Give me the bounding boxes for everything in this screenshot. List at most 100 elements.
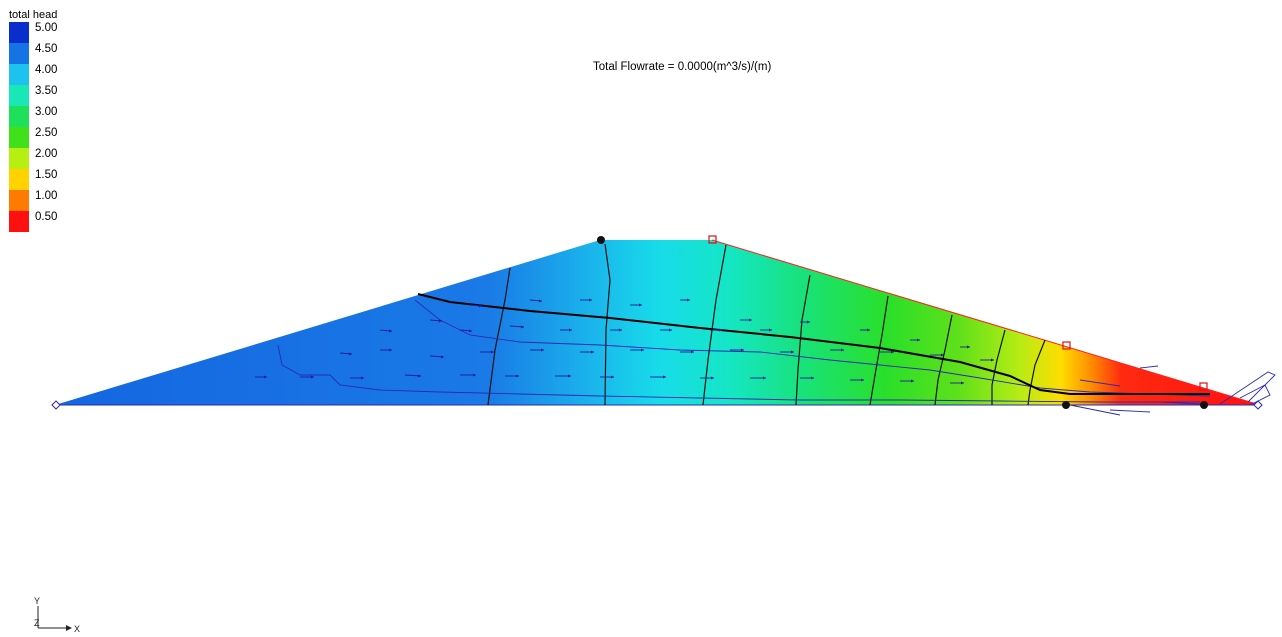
flow-line	[414, 299, 1211, 397]
velocity-vector-head	[861, 378, 864, 382]
equipotential-line	[795, 274, 811, 406]
equipotential-line	[934, 314, 953, 406]
velocity-vector-head	[769, 328, 772, 332]
velocity-vector-head	[961, 381, 964, 385]
node-marker	[597, 236, 605, 244]
legend-swatch	[9, 127, 29, 148]
legend-item: 2.50	[9, 127, 57, 148]
boundary-marker	[708, 235, 717, 244]
exit-arrow	[1159, 401, 1201, 405]
legend-swatch	[9, 190, 29, 211]
legend-title: total head	[9, 9, 58, 21]
velocity-vector-head	[389, 329, 392, 333]
velocity-vector-head	[589, 298, 592, 302]
velocity-vector-head	[639, 303, 642, 307]
velocity-vector-head	[967, 345, 970, 349]
exit-arrow	[1064, 403, 1121, 416]
flow-lines	[277, 299, 1211, 403]
equipotential-line	[869, 295, 889, 406]
legend-item: 2.00	[9, 148, 57, 169]
y-axis-label: Y	[34, 596, 40, 606]
legend-label: 4.00	[35, 64, 58, 76]
boundary-markers	[708, 235, 1208, 391]
velocity-vector-head	[541, 348, 544, 352]
z-axis-label: Z	[34, 618, 40, 628]
velocity-vector-head	[569, 328, 572, 332]
legend-label: 5.00	[35, 22, 58, 34]
velocity-vector-head	[749, 318, 752, 322]
velocity-vector-head	[619, 328, 622, 332]
velocity-vector-head	[439, 319, 442, 323]
velocity-vector-head	[591, 350, 594, 354]
legend-swatch	[9, 22, 29, 43]
legend-label: 2.50	[35, 127, 58, 139]
velocity-vector-head	[669, 328, 672, 332]
node-markers	[597, 236, 1208, 409]
legend-swatch	[9, 106, 29, 127]
velocity-vector-head	[568, 374, 571, 378]
legend-rows: 5.00 4.50 4.00 3.50 3.00 2.50 2.00 1.50 1.00 0.50	[9, 22, 57, 232]
legend-item: 5.00	[9, 22, 57, 43]
legend-item: 4.50	[9, 43, 57, 64]
velocity-vector-head	[791, 350, 794, 354]
legend-label: 4.50	[35, 43, 58, 55]
equipotential-line	[487, 267, 511, 406]
exit-arrow	[1079, 379, 1121, 387]
legend-swatch	[9, 85, 29, 106]
axes-triad: Y Z X	[34, 596, 80, 634]
legend-item: 3.00	[9, 106, 57, 127]
velocity-vector-head	[917, 338, 920, 342]
legend-item: 3.50	[9, 85, 57, 106]
velocity-vector-head	[418, 374, 421, 378]
flowrate-annotation: Total Flowrate = 0.0000(m^3/s)/(m)	[593, 61, 772, 73]
velocity-vector-head	[539, 299, 542, 303]
legend-swatch	[9, 169, 29, 190]
legend-label: 1.50	[35, 169, 58, 181]
exit-flow-arrows	[1064, 365, 1276, 416]
legend-swatch	[9, 43, 29, 64]
downstream-face	[711, 239, 1261, 406]
velocity-vector-head	[711, 376, 714, 380]
color-legend: total head 5.00 4.50 4.00 3.50 3.00 2.50 2.00 1…	[9, 9, 57, 232]
velocity-vector-head	[867, 328, 870, 332]
exit-arrow	[1139, 365, 1159, 369]
legend-item: 1.50	[9, 169, 57, 190]
velocity-vector-head	[807, 320, 810, 324]
velocity-vector-head	[811, 376, 814, 380]
equipotential-line	[604, 243, 611, 406]
boundary-marker	[1062, 341, 1071, 350]
velocity-vector-head	[441, 355, 444, 359]
exit-arrow	[1219, 371, 1276, 405]
velocity-vector-head	[841, 348, 844, 352]
velocity-vector-head	[941, 353, 944, 357]
node-marker	[1200, 401, 1208, 409]
velocity-vector-head	[911, 379, 914, 383]
diamond-markers	[51, 400, 1263, 410]
node-marker	[1062, 401, 1070, 409]
legend-label: 2.00	[35, 148, 58, 160]
velocity-vector-head	[687, 298, 690, 302]
flow-line	[277, 344, 1200, 403]
legend-item: 0.50	[9, 211, 57, 232]
phreatic-line	[417, 293, 1210, 395]
velocity-vector-head	[991, 358, 994, 362]
legend-item: 4.00	[9, 64, 57, 85]
diamond-marker	[51, 400, 61, 410]
velocity-vector-head	[311, 375, 314, 379]
exit-arrow	[1109, 409, 1151, 413]
velocity-vector-head	[641, 348, 644, 352]
legend-item: 1.00	[9, 190, 57, 211]
velocity-vector-head	[264, 375, 267, 379]
velocity-vector-head	[891, 350, 894, 354]
equipotential-line	[1027, 339, 1046, 406]
velocity-vector-head	[473, 373, 476, 377]
x-axis-label: X	[74, 624, 80, 634]
legend-label: 0.50	[35, 211, 58, 223]
velocity-vector-head	[389, 348, 392, 352]
velocity-vector-head	[611, 375, 614, 379]
velocity-vector-head	[691, 350, 694, 354]
boundary-marker	[1199, 382, 1208, 391]
velocity-vector-head	[469, 329, 472, 333]
velocity-vector-head	[479, 304, 482, 308]
velocity-vector-head	[663, 375, 666, 379]
